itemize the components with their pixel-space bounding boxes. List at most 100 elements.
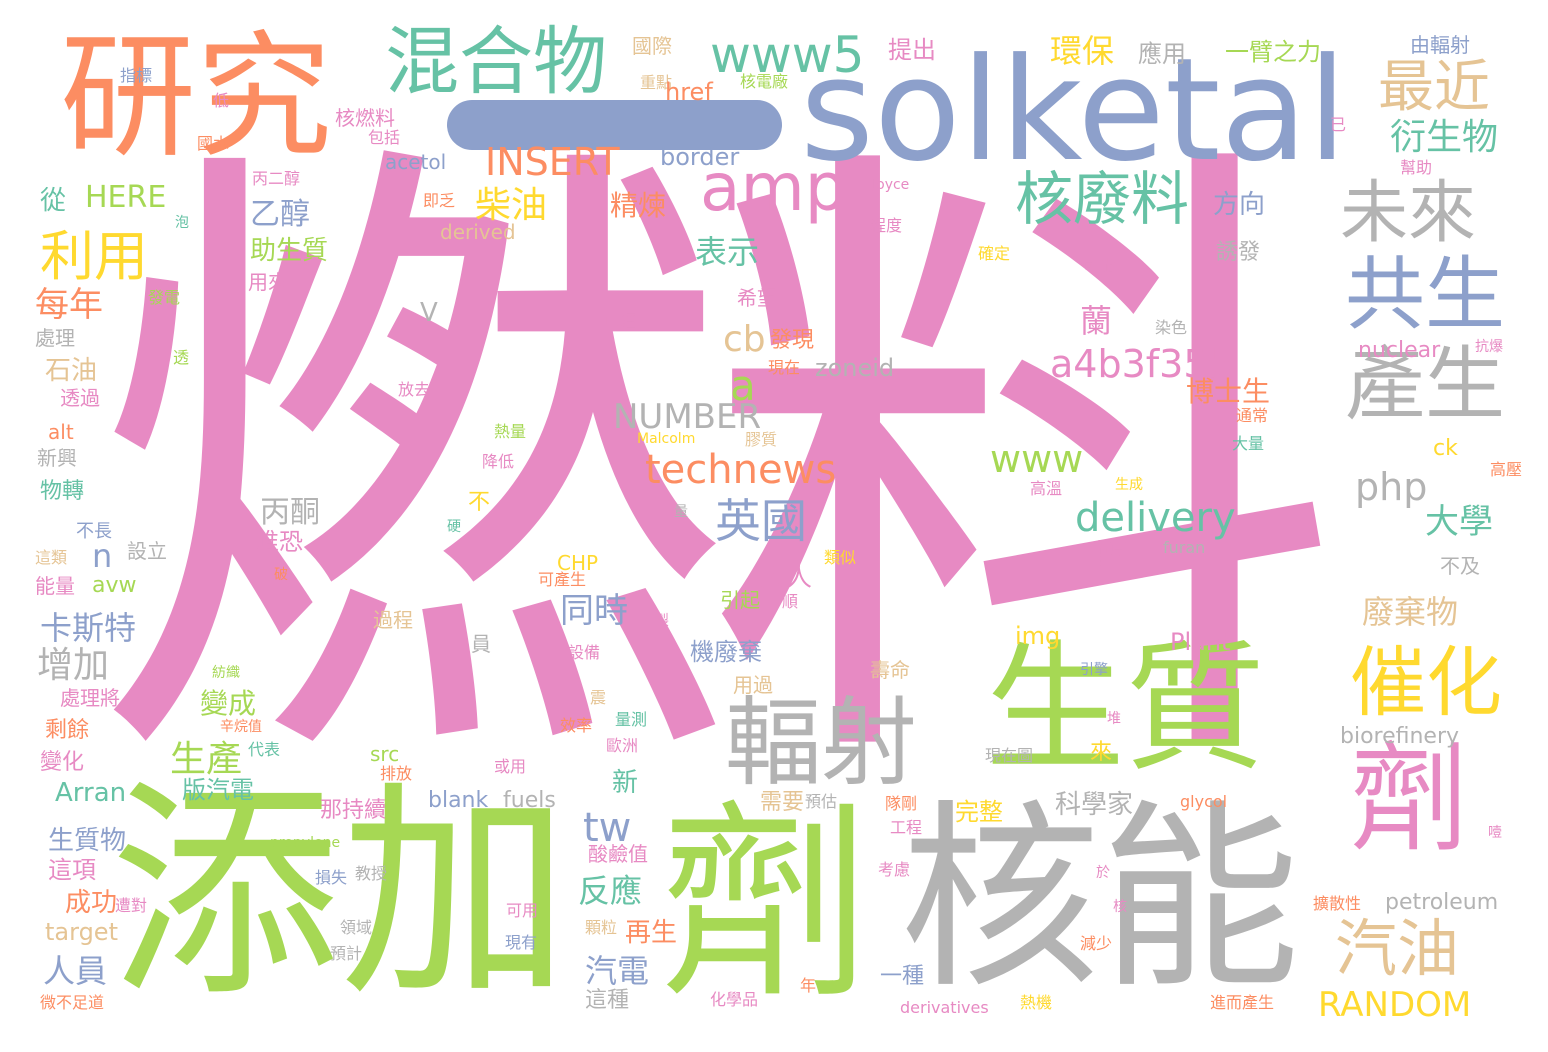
word-wuzhuan: 物轉 (40, 479, 85, 504)
word-queding: 確定 (978, 244, 1011, 263)
word-plant: Plant (1170, 628, 1231, 656)
word-yichun: 乙醇 (250, 197, 310, 232)
word-xianyou: 現有 (505, 933, 538, 952)
word-shengyu: 剩餘 (45, 718, 90, 743)
word-a4b3f35b: a4b3f35b (1050, 342, 1232, 386)
word-xiwang: 希望 (737, 286, 777, 310)
word-cong: 從 (40, 186, 67, 216)
word-kasite: 卡斯特 (40, 609, 137, 647)
word-nian: 年 (800, 976, 817, 995)
word-lai: 來 (1090, 740, 1113, 765)
word-fanying: 反應 (578, 872, 643, 910)
word-yonglai: 用來 (248, 270, 288, 294)
word-sheli: 設立 (127, 539, 167, 563)
word-yanshengwu: 衍生物 (1390, 117, 1499, 158)
word-www: www (990, 437, 1084, 481)
word-delivery: delivery (1075, 495, 1236, 541)
word-pao: 泡 (175, 215, 189, 231)
word-xianzai: 現在 (768, 358, 801, 377)
word-php: php (1355, 465, 1428, 509)
word-shengzhi: 生質 (985, 628, 1266, 791)
word-zaodui: 遭對 (115, 896, 148, 915)
word-kuosanxing: 擴散性 (1313, 894, 1362, 913)
word-jiaozhi: 膠質 (745, 430, 778, 449)
word-feiqiwu: 廢棄物 (1362, 593, 1459, 631)
word-heranliao: 核燃料 (335, 106, 395, 130)
word-renren: 人人 (760, 563, 813, 593)
word-xiaolv: 效率 (560, 716, 593, 735)
word-fuels: fuels (503, 788, 556, 813)
word-zhi: 製 (655, 613, 669, 629)
word-boshisheng: 博士生 (1186, 375, 1271, 408)
word-chun: 醇 (1097, 537, 1127, 572)
word-ranse: 染色 (1155, 318, 1188, 337)
word-bangzhu: 幫助 (1400, 158, 1433, 177)
word-huanbao: 環保 (1050, 32, 1115, 70)
word-ouzhou: 歐洲 (606, 736, 639, 755)
word-kangbao: 抗爆 (1475, 339, 1503, 355)
word-bingerchun: 丙二醇 (252, 169, 301, 188)
word-jinerchansheng: 進而產生 (1210, 993, 1275, 1012)
word-blank: blank (428, 788, 489, 813)
word-tongchang: 通常 (1236, 406, 1269, 425)
word-liang: 量 (674, 504, 688, 520)
word-xin: 新 (612, 768, 639, 798)
word-renyuan: 人員 (43, 952, 108, 990)
word-propylene: propylene (270, 835, 341, 851)
word-shouming: 壽命 (870, 658, 910, 682)
word-guocheng: 過程 (373, 608, 413, 632)
word-xinwanzhi: 辛烷值 (220, 719, 262, 735)
word-shengcheng: 生成 (1115, 477, 1143, 493)
word-suanjianzhi: 酸鹼值 (588, 842, 648, 866)
word-zengjia: 增加 (37, 645, 110, 686)
word-number: NUMBER (613, 397, 762, 437)
word-chulijiang: 處理將 (60, 686, 120, 710)
word-po: 破 (274, 567, 288, 583)
word-ranliao: 燃料 (90, 97, 1342, 842)
word-jiaoshou: 教授 (355, 864, 388, 883)
word-gongcheng: 工程 (890, 818, 923, 837)
word-a: a (730, 361, 756, 410)
word-derivatives: derivatives (900, 998, 989, 1017)
word-here: HERE (85, 180, 167, 215)
word-jilian: 精煉 (610, 189, 667, 222)
word-fangxiang: 方向 (1213, 190, 1266, 220)
word-technews: technews (645, 447, 837, 493)
word-target: target (45, 918, 118, 946)
word-bianhua: 變化 (40, 750, 85, 775)
word-chp: CHP (557, 551, 599, 575)
word-ye: 噎 (1488, 825, 1502, 841)
word-bu: 不 (468, 490, 491, 515)
word-buchang: 不長 (76, 521, 112, 542)
word-biancheng: 變成 (200, 687, 257, 720)
word-jishen-large: 劑 (660, 782, 871, 1027)
word-heneng: 核能 (900, 783, 1301, 1016)
word-kexuejia: 科學家 (1055, 790, 1134, 820)
word-dui: 堆 (1107, 711, 1121, 727)
word-nengliang: 能量 (35, 574, 75, 598)
word-fangzhi: 紡織 (212, 665, 240, 681)
word-guoji: 國際 (632, 34, 672, 58)
word-cuihua: 催化 (1350, 638, 1502, 727)
word-gaowen: 高溫 (1030, 479, 1063, 498)
word-daliang: 大量 (1232, 434, 1265, 453)
word-acetol: acetol (385, 150, 447, 174)
word-fangqu: 放去 (398, 380, 431, 399)
word-furan: furan (1163, 538, 1206, 557)
word-liyong: 利用 (40, 225, 148, 288)
word-tongshi: 同時 (560, 591, 628, 631)
word-insert: INSERT (485, 140, 620, 184)
word-yuji: 預計 (330, 944, 363, 963)
word-zhushengzhi: 助生質 (250, 236, 329, 266)
word-src: src (370, 742, 400, 766)
word-shengchan: 生產 (170, 739, 243, 780)
word-tichu: 提出 (888, 36, 936, 64)
word-yijing: 已經 (604, 311, 637, 330)
word-derived: derived (440, 220, 516, 244)
word-weilai: 未來 (1340, 174, 1477, 253)
word-href: href (665, 78, 713, 106)
word-glycol: glycol (1180, 792, 1228, 811)
word-sunshi: 損失 (315, 868, 348, 887)
word-tou: 透 (173, 348, 190, 367)
word-tianjia: 添加 (110, 761, 571, 1028)
